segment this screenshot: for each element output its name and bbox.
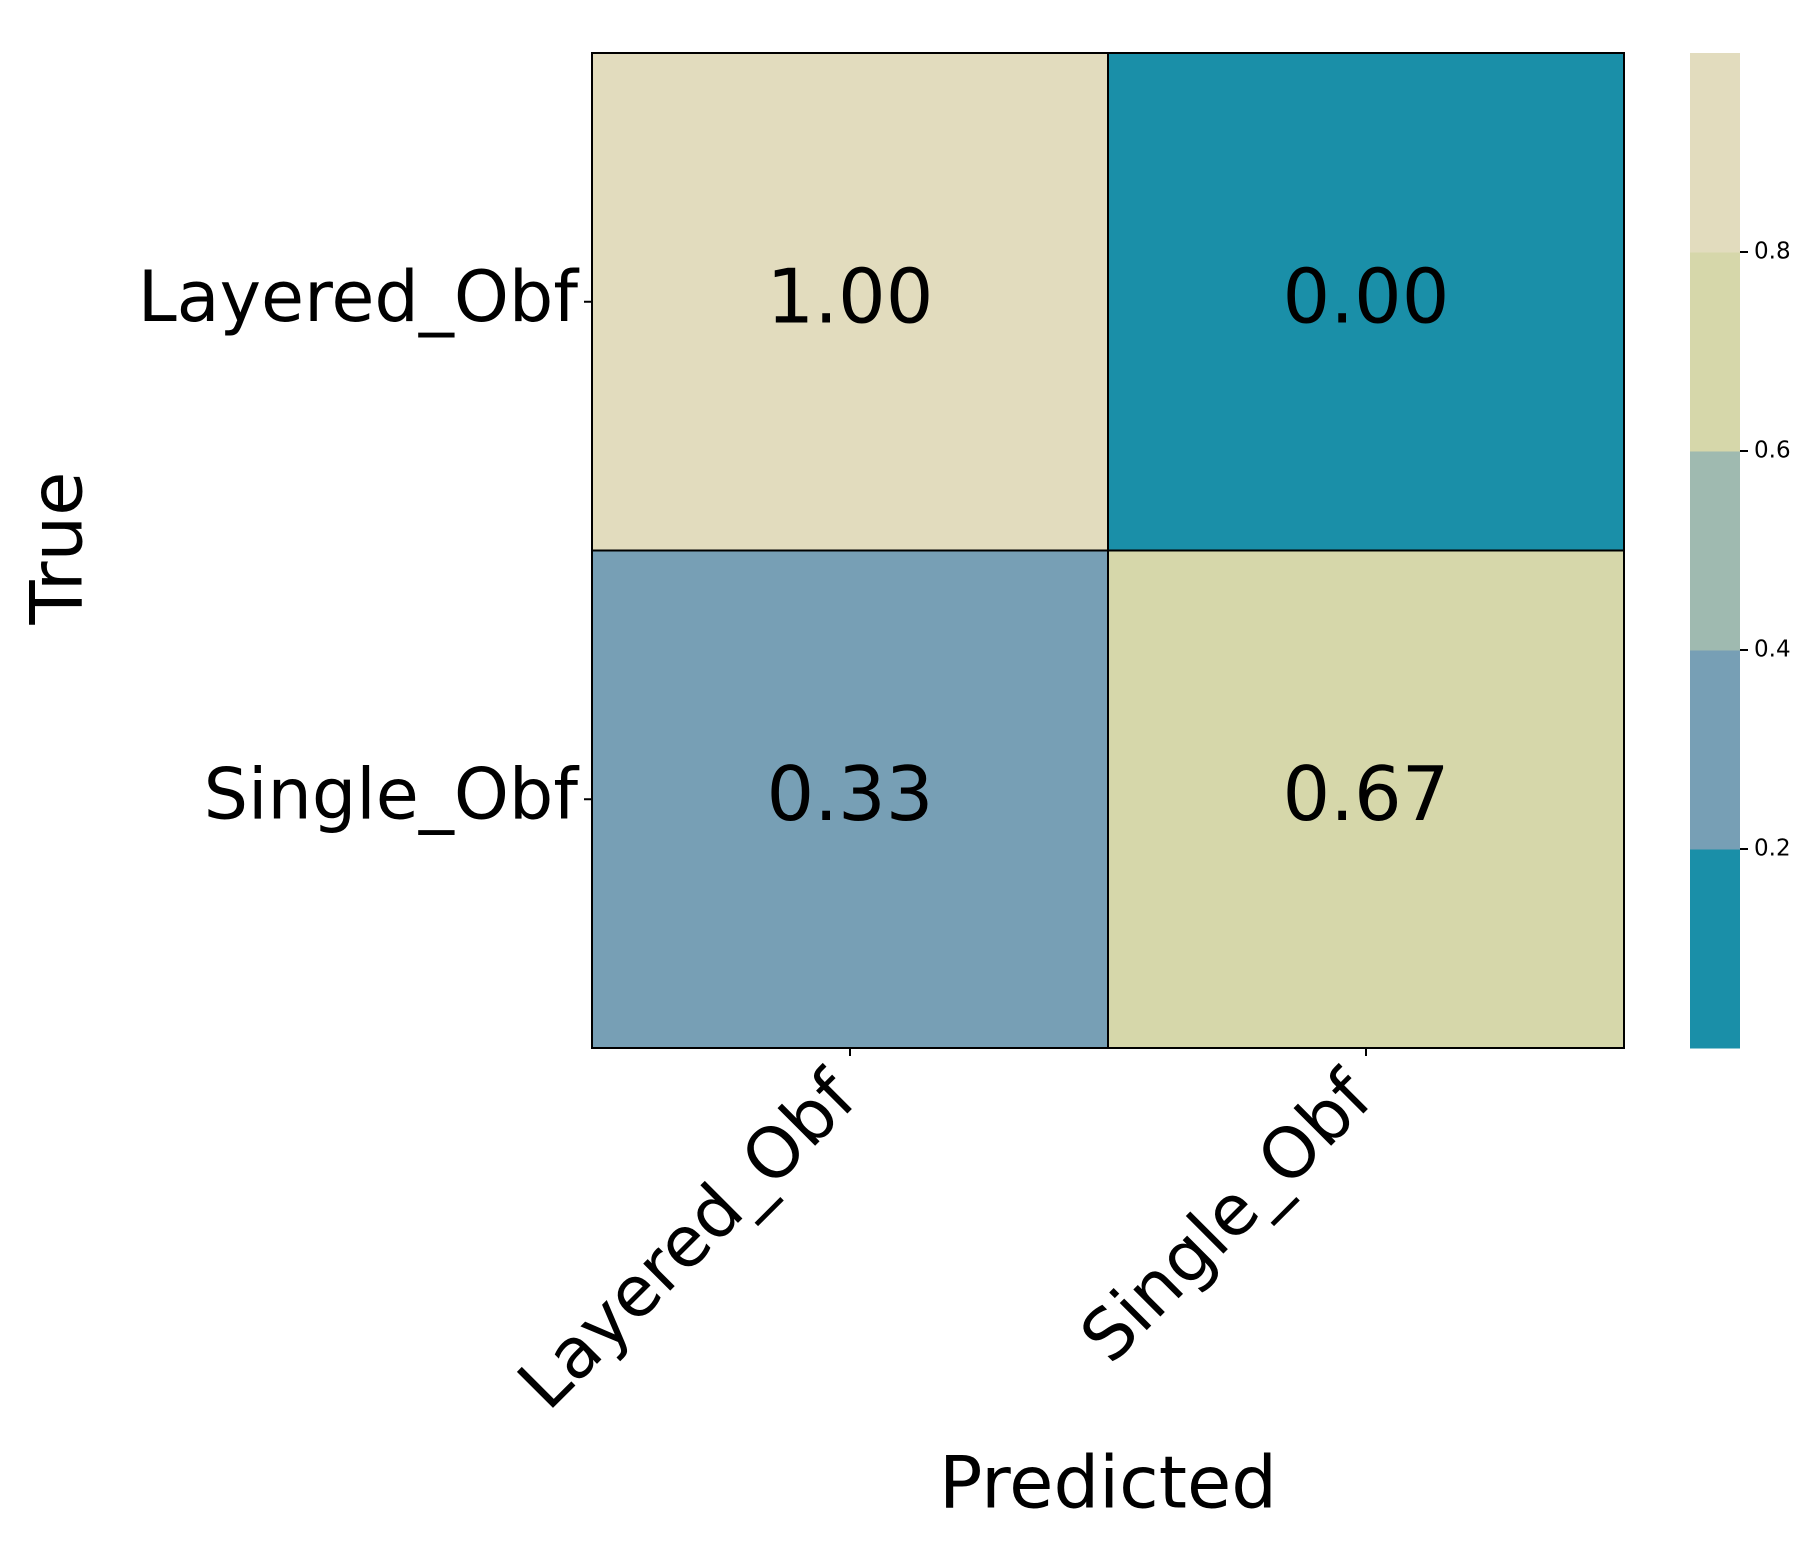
colorbar-band	[1690, 53, 1740, 253]
cell-label: 0.00	[1283, 252, 1450, 340]
heatmap-cell	[591, 549, 1109, 1049]
colorbar-tick-label: 0.2	[1754, 836, 1791, 862]
heatmap-cell	[591, 52, 1109, 552]
colorbar-tick-label: 0.8	[1754, 239, 1791, 265]
cell-label: 0.67	[1283, 750, 1450, 838]
y-tick-label: Single_Obf	[204, 753, 580, 835]
x-tick-label: Single_Obf	[1065, 1055, 1389, 1379]
colorbar-band	[1690, 650, 1740, 850]
colorbar-band	[1690, 451, 1740, 651]
colorbar-band	[1690, 252, 1740, 452]
colorbar-tick-label: 0.6	[1754, 438, 1791, 464]
heatmap-cell	[1107, 549, 1625, 1049]
colorbar-band	[1690, 849, 1740, 1049]
colorbar-tick-label: 0.4	[1754, 637, 1791, 663]
y-tick-label: Layered_Obf	[138, 256, 580, 338]
x-tick-label: Layered_Obf	[502, 1055, 872, 1425]
y-axis-label: True	[15, 472, 99, 626]
cell-label: 1.00	[767, 252, 934, 340]
heatmap-cell	[1107, 52, 1625, 552]
cell-label: 0.33	[767, 750, 934, 838]
x-axis-label: Predicted	[939, 1441, 1277, 1525]
